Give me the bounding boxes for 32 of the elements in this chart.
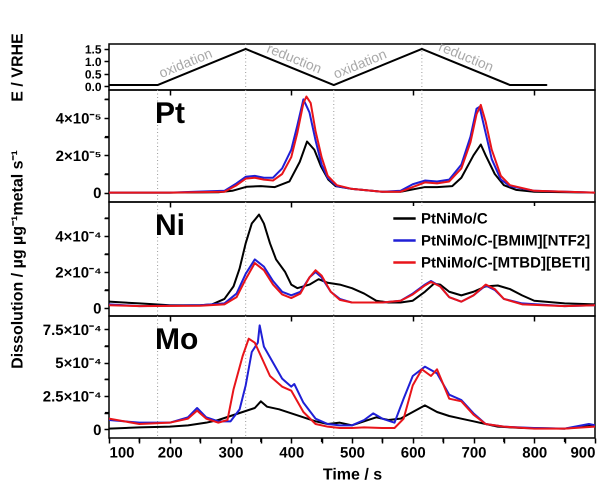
y-tick-label: 5×10⁻⁴	[55, 355, 102, 372]
y-tick-label: 7.5×10⁻⁴	[42, 322, 102, 339]
chart-title: Ni	[155, 209, 185, 242]
legend-label: PtNiMo/C-[BMIM][NTF2]	[421, 232, 590, 250]
x-axis-title: Time / s	[322, 466, 382, 484]
x-tick-label: 400	[279, 444, 304, 462]
x-tick-label: 500	[340, 444, 366, 462]
y-axis-title: Dissolution / µg µg⁻¹metal s⁻¹	[10, 150, 26, 369]
y-tick-label: 0	[93, 300, 102, 318]
legend-label: PtNiMo/C	[421, 210, 488, 228]
y-tick-label: 1.0	[84, 54, 102, 69]
x-tick-label: 800	[522, 444, 548, 462]
y-tick-label: 0.0	[84, 80, 102, 94]
y-tick-label: 0	[93, 422, 102, 439]
chart-title: Pt	[155, 97, 186, 130]
chart-title: Mo	[155, 323, 198, 356]
y-tick-label: 4×10⁻⁵	[56, 110, 102, 128]
x-tick-label: 900	[570, 444, 596, 462]
x-tick-label: 100	[110, 444, 135, 462]
y-tick-label: 4×10⁻⁴	[55, 228, 102, 246]
y-tick-label: 1.5	[84, 42, 102, 56]
x-tick-label: 700	[461, 444, 487, 462]
legend-label: PtNiMo/C-[MTBD][BETI]	[421, 254, 590, 272]
x-tick-label: 300	[218, 444, 244, 462]
y-tick-label: 2×10⁻⁵	[56, 148, 102, 165]
x-tick-label: 600	[400, 444, 426, 462]
y-tick-label: 0.5	[84, 67, 102, 82]
y-tick-label: 0	[93, 185, 102, 202]
y-tick-label: 2×10⁻⁴	[55, 264, 102, 282]
x-tick-label: 200	[158, 444, 183, 462]
y-tick-label: 2.5×10⁻⁴	[42, 388, 102, 406]
y-axis-title: E / VRHE	[10, 32, 26, 102]
